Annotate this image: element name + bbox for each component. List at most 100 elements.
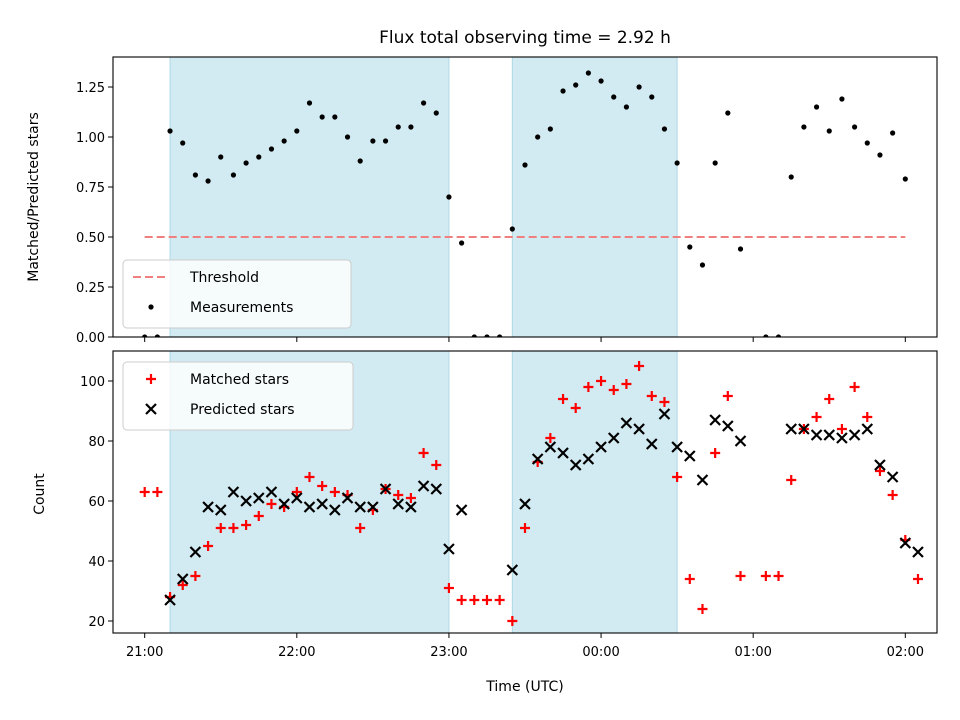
- measurement-point: [446, 194, 452, 200]
- chart-title: Flux total observing time = 2.92 h: [379, 28, 671, 48]
- predicted-stars-point: [278, 498, 290, 510]
- predicted-stars-point: [658, 408, 671, 420]
- matched-stars-point: [507, 616, 518, 626]
- predicted-stars-point: [443, 543, 455, 555]
- predicted-stars-point: [291, 492, 303, 504]
- predicted-stars-point: [392, 498, 405, 510]
- matched-stars-point: [634, 361, 645, 371]
- predicted-stars-point: [861, 423, 874, 435]
- matched-stars-point: [253, 511, 264, 521]
- measurement-point: [890, 130, 896, 136]
- measurement-point: [839, 96, 845, 102]
- matched-stars-point: [558, 394, 569, 404]
- matched-stars-point: [203, 541, 214, 551]
- matched-stars-point: [215, 523, 226, 533]
- measurement-point: [484, 334, 490, 337]
- legend-label: Matched stars: [190, 372, 289, 388]
- measurement-point: [661, 126, 668, 132]
- predicted-stars-point: [405, 501, 417, 513]
- measurement-point: [205, 178, 211, 184]
- y-tick-label: 0.50: [76, 231, 105, 246]
- matched-stars-point: [887, 490, 898, 500]
- measurement-point: [180, 140, 186, 146]
- predicted-stars-point: [595, 441, 607, 453]
- legend-box: [122, 259, 352, 329]
- top-y-axis-label: Matched/Predicted stars: [26, 112, 42, 282]
- measurement-point: [306, 100, 313, 106]
- predicted-stars-point: [633, 423, 645, 435]
- predicted-stars-point: [671, 441, 683, 453]
- predicted-stars-point: [810, 429, 823, 441]
- measurement-point: [243, 160, 249, 166]
- predicted-stars-point: [785, 423, 797, 435]
- matched-stars-point: [760, 571, 771, 581]
- measurement-point: [357, 158, 363, 164]
- predicted-stars-point: [569, 459, 582, 471]
- x-tick-label: 22:00: [278, 645, 315, 660]
- measurement-point: [294, 128, 300, 134]
- top-panel: 0.00 0.25 0.50 0.75 1.00 1.25 Threshold Measure…: [76, 56, 938, 346]
- predicted-stars-point: [557, 447, 569, 459]
- matched-stars-point: [811, 412, 822, 422]
- matched-stars-point: [405, 493, 416, 503]
- predicted-stars-point: [607, 432, 620, 444]
- predicted-stars-point: [722, 420, 734, 432]
- axes-frame: [112, 350, 938, 634]
- matched-stars-point: [177, 580, 188, 590]
- predicted-stars-point: [582, 453, 595, 465]
- legend-box: [122, 361, 354, 431]
- predicted-stars-point: [836, 432, 848, 444]
- predicted-stars-point: [696, 474, 709, 486]
- legend-matched-swatch: [146, 374, 156, 384]
- measurement-point: [382, 138, 389, 144]
- measurement-point: [902, 176, 908, 182]
- matched-stars-point: [520, 523, 530, 533]
- matched-stars-point: [735, 571, 746, 581]
- measurement-point: [623, 104, 630, 110]
- observing-window-shade: [511, 351, 678, 633]
- matched-stars-point: [355, 523, 366, 533]
- predicted-stars-point: [214, 504, 227, 516]
- predicted-stars-point: [316, 498, 328, 510]
- matched-stars-point: [621, 379, 632, 389]
- matched-stars-point: [672, 472, 683, 482]
- matched-stars-point: [786, 475, 797, 485]
- y-tick-label: 1.00: [76, 131, 105, 146]
- measurement-point: [585, 70, 591, 76]
- y-tick-label: 100: [80, 375, 105, 390]
- measurement-point: [801, 124, 807, 130]
- matched-stars-point: [583, 382, 594, 392]
- measurement-point: [408, 124, 414, 130]
- predicted-stars-point: [240, 495, 252, 507]
- measurement-point: [154, 334, 160, 337]
- predicted-stars-point: [253, 492, 265, 504]
- measurement-point: [535, 134, 541, 140]
- predicted-stars-point: [164, 594, 176, 606]
- measurement-point: [230, 172, 237, 178]
- axes-frame: [112, 56, 938, 338]
- predicted-stars-point: [506, 564, 519, 576]
- x-tick-label: 02:00: [887, 645, 924, 660]
- predicted-stars-point: [912, 546, 924, 558]
- bottom-y-axis-label: Count: [32, 473, 48, 515]
- measurement-point: [332, 114, 338, 120]
- matched-stars-point: [849, 382, 860, 392]
- predicted-stars-point: [329, 504, 341, 516]
- bottom-panel: 20 40 60 80 100 21:00 22:00 23:00 00:00 01:00 02:0…: [80, 350, 938, 660]
- matched-stars-point: [722, 391, 733, 401]
- matched-stars-point: [773, 571, 784, 581]
- matched-stars-point: [824, 394, 835, 404]
- measurement-point: [167, 128, 173, 134]
- matched-stars-point: [393, 490, 404, 500]
- predicted-stars-point: [886, 471, 899, 483]
- measurement-point: [852, 124, 858, 130]
- predicted-stars-point: [379, 483, 392, 495]
- predicted-stars-point: [227, 486, 240, 498]
- matched-stars-point: [469, 595, 480, 605]
- matched-stars-point: [659, 397, 670, 407]
- matched-stars-point: [241, 520, 252, 530]
- measurement-point: [522, 162, 528, 168]
- measurement-point: [699, 262, 706, 268]
- matched-stars-point: [697, 604, 708, 614]
